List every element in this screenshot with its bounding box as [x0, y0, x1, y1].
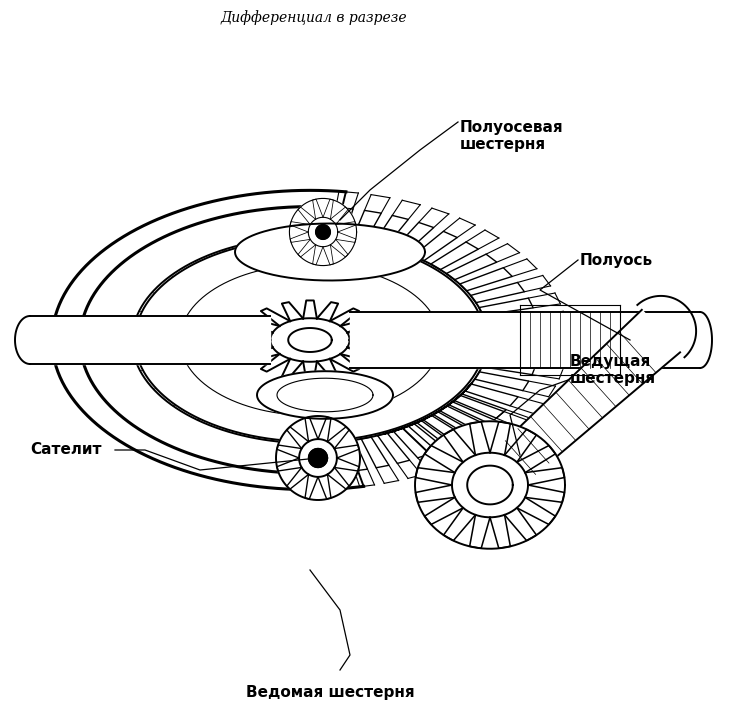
Polygon shape [276, 416, 360, 500]
Text: Ведомая шестерня: Ведомая шестерня [246, 685, 414, 700]
Polygon shape [30, 316, 270, 364]
Polygon shape [238, 300, 382, 380]
Polygon shape [467, 466, 513, 504]
Polygon shape [490, 310, 680, 488]
Polygon shape [415, 421, 565, 549]
Polygon shape [289, 198, 356, 266]
Text: Ведущая
шестерня: Ведущая шестерня [570, 354, 656, 386]
Text: Полуосевая
шестерня: Полуосевая шестерня [460, 120, 564, 153]
Polygon shape [235, 224, 425, 280]
Polygon shape [350, 312, 700, 368]
Polygon shape [257, 371, 393, 419]
Text: Сателит: Сателит [30, 442, 101, 457]
Polygon shape [309, 449, 327, 467]
Polygon shape [277, 378, 373, 412]
Polygon shape [288, 328, 332, 352]
Text: Дифференциал в разрезе: Дифференциал в разрезе [220, 10, 407, 25]
Polygon shape [315, 224, 330, 239]
Text: Полуось: Полуось [580, 253, 653, 268]
